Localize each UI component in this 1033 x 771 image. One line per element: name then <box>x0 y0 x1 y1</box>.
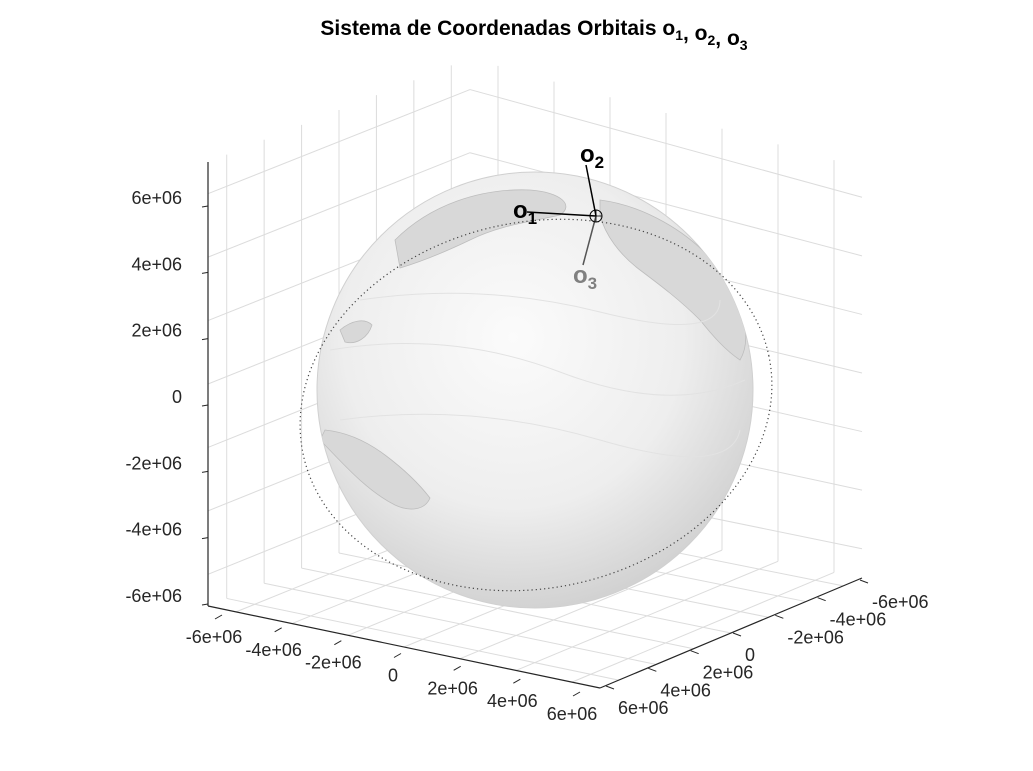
x-tick-mark <box>513 678 521 684</box>
y-axis-line <box>599 577 863 689</box>
o1-vector-line <box>526 211 597 217</box>
y-tick-mark <box>775 614 784 619</box>
x-tick-mark <box>453 665 461 671</box>
z-tick-label: 0 <box>172 387 182 407</box>
grid-line <box>515 560 779 671</box>
o1-vector-label: o1 <box>513 197 537 228</box>
continent-shape <box>394 189 567 269</box>
y-tick-mark <box>605 685 615 690</box>
x-tick-mark <box>393 653 402 658</box>
y-tick-label: 0 <box>745 645 755 665</box>
title-subscript: 1 <box>675 27 683 43</box>
continent-shape <box>599 199 747 361</box>
title-text: , o <box>715 27 740 50</box>
earth-texture <box>329 292 746 458</box>
z-tick-mark <box>201 470 209 473</box>
o2-vector-label: o2 <box>580 141 604 172</box>
y-tick-label: 2e+06 <box>703 663 754 683</box>
x-tick-label: -6e+06 <box>186 627 243 647</box>
y-tick-mark <box>732 632 742 637</box>
x-tick-label: 0 <box>388 666 398 686</box>
z-tick-label: 4e+06 <box>131 254 182 274</box>
x-tick-label: -4e+06 <box>245 640 302 660</box>
z-tick-label: -2e+06 <box>125 453 182 473</box>
title-subscript: 3 <box>740 37 748 53</box>
axis-ticks: 6e+064e+062e+060-2e+06-4e+06-6e+06-6e+06… <box>125 188 928 724</box>
x-tick-mark <box>274 627 282 633</box>
z-tick-label: 2e+06 <box>131 321 182 341</box>
orbit-path <box>299 218 773 592</box>
z-tick-mark <box>201 205 209 208</box>
y-tick-mark <box>859 579 869 584</box>
y-tick-label: -6e+06 <box>872 592 929 612</box>
y-tick-mark <box>690 650 699 655</box>
vector-label-base: o <box>513 197 528 224</box>
z-tick-label: -4e+06 <box>125 520 182 540</box>
title-text: , o <box>683 22 708 45</box>
y-tick-label: -4e+06 <box>830 610 887 630</box>
z-tick-label: -6e+06 <box>125 586 182 606</box>
continent-shape <box>339 320 373 344</box>
z-tick-label: 6e+06 <box>131 188 182 208</box>
vector-label-subscript: 2 <box>595 153 604 172</box>
vector-label-base: o <box>580 141 595 168</box>
x-tick-mark <box>572 691 581 697</box>
orbital-frame: o1 o2 o3 <box>513 141 604 293</box>
y-tick-label: 6e+06 <box>618 698 669 718</box>
x-tick-label: 6e+06 <box>547 704 598 724</box>
o2-vector-line <box>585 164 597 217</box>
z-tick-mark <box>201 338 209 341</box>
z-tick-mark <box>201 404 209 407</box>
grid-line <box>571 571 835 683</box>
x-axis-line <box>207 605 601 689</box>
vector-label-subscript: 3 <box>588 274 597 293</box>
title-subscript: 2 <box>707 32 715 48</box>
earth-globe <box>316 171 754 609</box>
y-tick-mark <box>817 597 826 602</box>
o3-vector-line <box>582 215 597 266</box>
x-tick-label: 2e+06 <box>427 678 478 698</box>
title-text: Sistema de Coordenadas Orbitais o <box>320 17 675 40</box>
y-tick-mark <box>648 667 657 672</box>
axis-lines <box>207 162 863 689</box>
continent-shape <box>319 429 431 510</box>
y-tick-label: -2e+06 <box>787 627 844 647</box>
x-tick-mark <box>334 640 342 646</box>
chart-title: Sistema de Coordenadas Orbitais o1, o2, … <box>320 17 747 53</box>
x-tick-label: -2e+06 <box>305 653 362 673</box>
z-tick-mark <box>201 271 209 274</box>
x-tick-mark <box>214 614 223 620</box>
grid-line <box>459 549 723 660</box>
y-tick-label: 4e+06 <box>660 680 711 700</box>
z-tick-mark <box>201 603 209 606</box>
z-tick-mark <box>201 537 209 540</box>
vector-label-subscript: 1 <box>528 209 537 228</box>
vector-label-base: o <box>573 262 588 289</box>
x-tick-label: 4e+06 <box>487 691 538 711</box>
o3-vector-label: o3 <box>573 262 597 293</box>
